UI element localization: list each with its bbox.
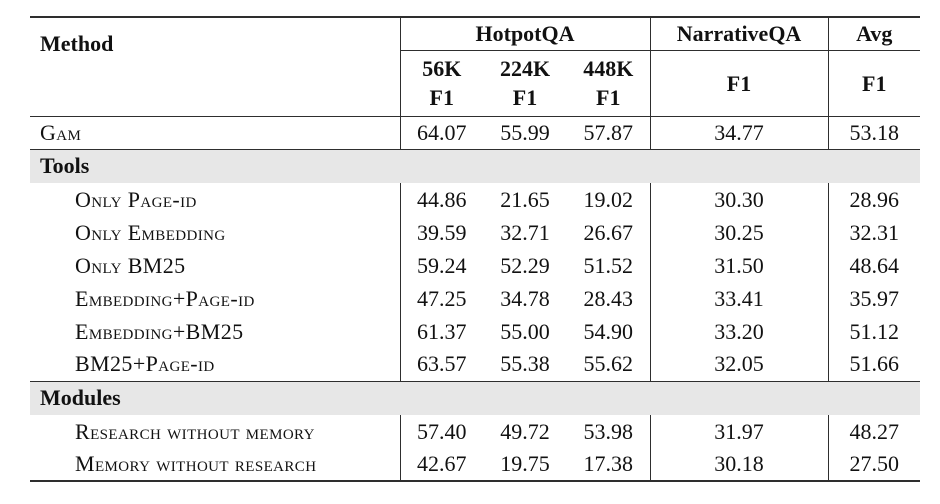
value-cell: 17.38	[583, 451, 634, 476]
subheader-size: 224K	[499, 56, 551, 81]
table-row-only-embedding: Only Embedding 39.59 32.71 26.67 30.25 3…	[30, 216, 921, 249]
header-row-groups: Method HotpotQA NarrativeQA Avg	[30, 17, 921, 117]
value-cell: 53.98	[583, 418, 634, 444]
value-cell: 21.65	[500, 186, 550, 212]
subheader-size: 56K	[422, 56, 462, 81]
value-cell: 64.07	[399, 116, 483, 150]
results-table: Method HotpotQA NarrativeQA Avg 56K F1 2…	[30, 16, 921, 482]
hotpotqa-group-header: HotpotQA	[399, 17, 651, 51]
subheader-metric: F1	[596, 85, 621, 110]
value-cell: 39.59	[399, 216, 483, 249]
method-cell: Only Embedding	[75, 219, 226, 245]
header-row-subcolumns: 56K F1 224K F1 448K F1 F1 F1	[30, 50, 921, 117]
value-cell: 52.29	[500, 252, 550, 278]
value-cell: 30.25	[649, 216, 829, 249]
method-cell: Embedding+Page-id	[75, 285, 255, 311]
section-header: Tools	[30, 149, 921, 183]
value-cell: 53.18	[827, 116, 921, 150]
subheader-metric: F1	[512, 85, 538, 110]
value-cell: 44.86	[399, 183, 483, 216]
value-cell: 54.90	[583, 318, 634, 344]
value-cell: 48.27	[827, 415, 921, 448]
value-cell: 19.75	[500, 451, 550, 476]
value-cell: 28.96	[827, 183, 921, 216]
value-cell: 51.66	[827, 348, 921, 382]
table-row-research-without-memory: Research without memory 57.40 49.72 53.9…	[30, 415, 921, 448]
subheader-size: 448K	[583, 56, 634, 81]
value-cell: 55.99	[483, 116, 567, 150]
table-row-memory-without-research: Memory without research 42.67 19.75 17.3…	[30, 448, 921, 481]
method-cell: Only BM25	[75, 252, 186, 278]
hotpotqa-224k-subheader: 224K F1	[483, 50, 567, 117]
value-cell: 31.97	[649, 415, 829, 448]
value-cell: 34.78	[500, 285, 550, 311]
method-cell: Memory without research	[75, 451, 317, 476]
value-cell: 33.20	[649, 315, 829, 348]
value-cell: 55.38	[483, 348, 567, 382]
hotpotqa-448k-subheader: 448K F1	[567, 50, 651, 117]
value-cell: 32.31	[827, 216, 921, 249]
section-row-modules: Modules	[30, 381, 921, 415]
table-row-only-bm25: Only BM25 59.24 52.29 51.52 31.50 48.64	[30, 249, 921, 282]
value-cell: 57.40	[399, 415, 483, 448]
value-cell: 57.87	[567, 116, 651, 150]
value-cell: 51.12	[827, 315, 921, 348]
value-cell: 19.02	[583, 186, 634, 212]
value-cell: 61.37	[399, 315, 483, 348]
value-cell: 31.50	[649, 249, 829, 282]
method-cell: Only Page-id	[75, 186, 197, 212]
value-cell: 59.24	[399, 249, 483, 282]
value-cell: 34.77	[649, 116, 829, 150]
value-cell: 63.57	[399, 348, 483, 382]
value-cell: 48.64	[827, 249, 921, 282]
method-cell: BM25+Page-id	[30, 348, 400, 382]
narrativeqa-metric-subheader: F1	[649, 50, 829, 117]
value-cell: 49.72	[500, 418, 550, 444]
table-row-embedding-bm25: Embedding+BM25 61.37 55.00 54.90 33.20 5…	[30, 315, 921, 348]
section-header: Modules	[30, 381, 921, 415]
method-column-header: Method	[30, 17, 400, 117]
value-cell: 26.67	[583, 219, 634, 245]
table-row-embedding-page-id: Embedding+Page-id 47.25 34.78 28.43 33.4…	[30, 282, 921, 315]
method-cell: Embedding+BM25	[75, 318, 244, 344]
value-cell: 55.62	[567, 348, 651, 382]
value-cell: 28.43	[583, 285, 634, 311]
table-row-gam: Gam 64.07 55.99 57.87 34.77 53.18	[30, 116, 921, 150]
value-cell: 47.25	[399, 282, 483, 315]
value-cell: 30.18	[649, 448, 829, 481]
table-row-only-page-id: Only Page-id 44.86 21.65 19.02 30.30 28.…	[30, 183, 921, 216]
narrativeqa-group-header: NarrativeQA	[649, 17, 829, 51]
method-cell: Research without memory	[75, 418, 315, 444]
section-row-tools: Tools	[30, 149, 921, 183]
method-cell: Gam	[30, 116, 400, 150]
hotpotqa-56k-subheader: 56K F1	[399, 50, 483, 117]
table-row-bm25-page-id: BM25+Page-id 63.57 55.38 55.62 32.05 51.…	[30, 348, 921, 382]
value-cell: 32.71	[500, 219, 550, 245]
subheader-metric: F1	[429, 85, 454, 110]
value-cell: 55.00	[500, 318, 550, 344]
value-cell: 51.52	[583, 252, 634, 278]
avg-group-header: Avg	[827, 17, 921, 51]
value-cell: 33.41	[649, 282, 829, 315]
value-cell: 35.97	[827, 282, 921, 315]
avg-metric-subheader: F1	[827, 50, 921, 117]
value-cell: 27.50	[827, 448, 921, 481]
value-cell: 32.05	[649, 348, 829, 382]
value-cell: 30.30	[649, 183, 829, 216]
value-cell: 42.67	[399, 448, 483, 481]
